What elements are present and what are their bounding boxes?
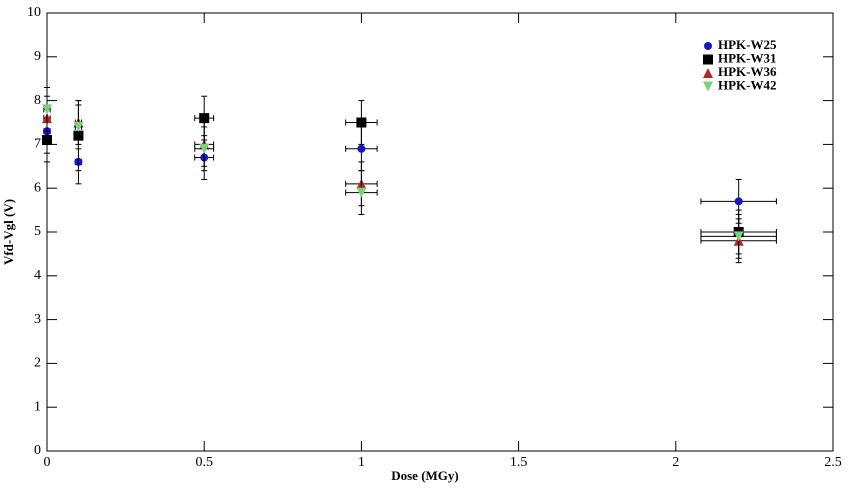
point — [734, 197, 743, 206]
point — [356, 187, 367, 198]
y-tick-label: 8 — [34, 93, 41, 108]
y-tick-label: 5 — [34, 224, 41, 239]
legend-marker — [703, 54, 713, 65]
point — [357, 144, 366, 153]
x-tick-label: 0.5 — [195, 455, 213, 470]
legend-label: HPK-W36 — [718, 64, 777, 79]
point — [356, 117, 367, 128]
legend-label: HPK-W25 — [718, 37, 777, 52]
x-tick-label: 1 — [358, 455, 365, 470]
y-axis-label: Vfd-Vgl (V) — [1, 199, 16, 265]
point — [42, 104, 52, 115]
y-tick-label: 3 — [34, 312, 41, 327]
point — [733, 231, 744, 242]
legend-label: HPK-W42 — [718, 77, 777, 92]
legend-marker — [703, 68, 713, 78]
y-tick-label: 4 — [34, 268, 41, 283]
y-tick-label: 7 — [34, 137, 41, 152]
point — [73, 121, 84, 132]
x-tick-label: 0 — [44, 455, 51, 470]
legend-marker — [703, 81, 713, 92]
x-axis-label: Dose (MGy) — [391, 468, 459, 483]
x-tick-label: 2.5 — [824, 455, 842, 470]
y-tick-label: 0 — [34, 443, 41, 458]
x-tick-label: 2 — [672, 455, 679, 470]
legend-label: HPK-W31 — [718, 50, 777, 65]
legend-marker — [704, 42, 712, 50]
y-tick-label: 6 — [34, 180, 41, 195]
y-tick-label: 10 — [27, 5, 41, 20]
y-tick-label: 9 — [34, 49, 41, 64]
point — [199, 143, 210, 154]
y-tick-label: 1 — [34, 399, 41, 414]
point — [199, 113, 210, 124]
y-tick-label: 2 — [34, 356, 41, 371]
x-tick-label: 1.5 — [510, 455, 528, 470]
